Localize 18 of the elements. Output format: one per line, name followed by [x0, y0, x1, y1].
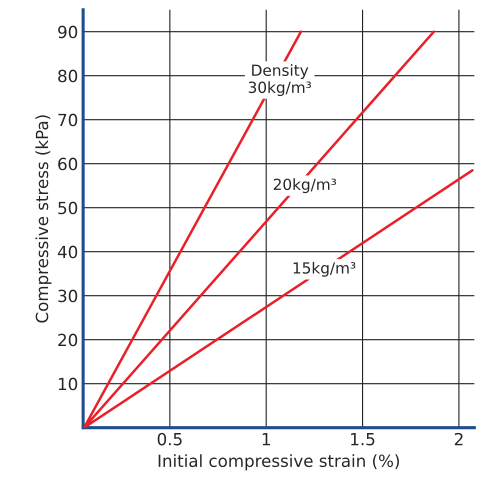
annotation: 20kg/m³: [274, 178, 336, 194]
y-tick-label: 80: [58, 70, 78, 82]
y-axis-title: Compressive stress (kPa): [35, 115, 52, 323]
y-tick-label: 30: [58, 290, 78, 302]
x-tick-label: 0.5: [158, 432, 182, 446]
y-tick-label: 70: [58, 114, 78, 126]
y-tick-label: 40: [58, 246, 78, 258]
annotation: 15kg/m³: [294, 262, 356, 277]
y-tick-label: 50: [58, 202, 78, 214]
x-tick-label: 1: [262, 433, 270, 446]
annotation: Density 30kg/m³: [248, 64, 311, 96]
y-tick-label: 20: [58, 334, 78, 346]
x-tick-label: 1.5: [351, 433, 374, 446]
x-tick-label: 2: [454, 432, 463, 446]
y-tick-label: 10: [58, 378, 78, 390]
y-tick-label: 60: [58, 158, 78, 170]
x-axis-title: Initial compressive strain (%): [158, 454, 399, 470]
y-tick-label: 90: [58, 26, 78, 38]
